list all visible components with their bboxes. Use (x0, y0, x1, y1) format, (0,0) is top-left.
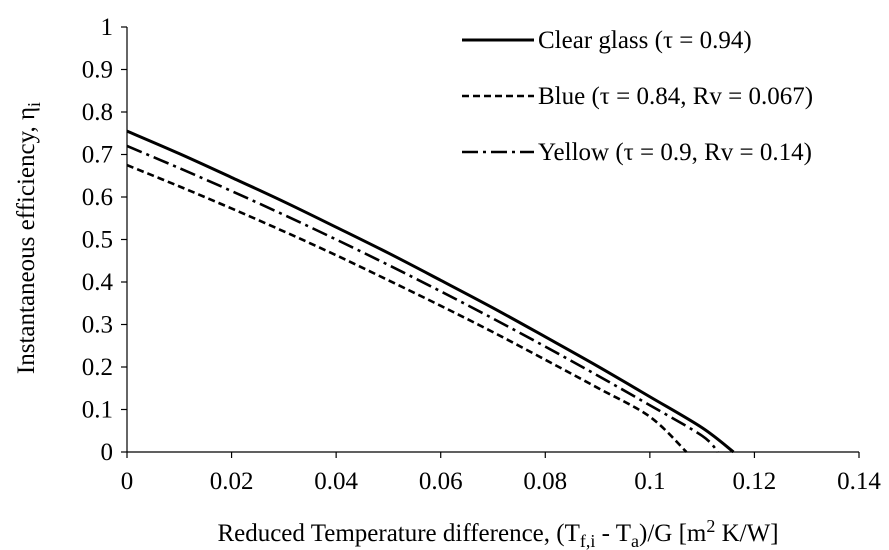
x-tick-label: 0.06 (419, 468, 463, 495)
x-tick-label: 0.04 (314, 468, 358, 495)
series-layer (126, 129, 735, 454)
x-tick-label: 0.14 (837, 468, 881, 495)
y-tick-label: 0.1 (82, 397, 113, 424)
y-tick-label: 0.5 (82, 227, 113, 254)
y-tick-label: 0.6 (82, 184, 113, 211)
x-tick-label: 0.08 (523, 468, 567, 495)
x-tick-label: 0.02 (210, 468, 254, 495)
x-tick-label: 0 (121, 468, 134, 495)
y-tick-label: 0.3 (82, 312, 113, 339)
y-tick-label: 0.7 (82, 142, 113, 169)
x-tick-label: 0.1 (634, 468, 665, 495)
legend-label-1: Clear glass (τ = 0.94) (538, 27, 752, 54)
legend-label-2: Blue (τ = 0.84, Rv = 0.067) (538, 83, 813, 110)
y-tick-label: 0.2 (82, 354, 113, 381)
series-line-1 (126, 129, 735, 454)
y-tick-label: 0 (101, 439, 114, 466)
legend-layer: Clear glass (τ = 0.94) Blue (τ = 0.84, Rv… (462, 27, 813, 166)
series-line-3 (126, 144, 719, 453)
y-tick-label: 0.8 (82, 99, 113, 126)
series-line-2 (126, 163, 688, 453)
x-tick-label: 0.12 (733, 468, 777, 495)
y-tick-label: 0.4 (82, 269, 114, 296)
ticks-layer: 0 0.1 0.2 0.3 0.4 0.5 0.6 0.7 0.8 0.9 1 0 0.02 0.04 0.… (82, 14, 882, 495)
x-axis-title: Reduced Temperature difference, (Tf,i - … (217, 516, 778, 550)
y-axis-title: Instantaneous efficiency, ηi (13, 102, 44, 374)
y-tick-label: 0.9 (82, 57, 113, 84)
y-tick-label: 1 (101, 14, 114, 41)
legend-label-3: Yellow (τ = 0.9, Rv = 0.14) (538, 139, 812, 166)
